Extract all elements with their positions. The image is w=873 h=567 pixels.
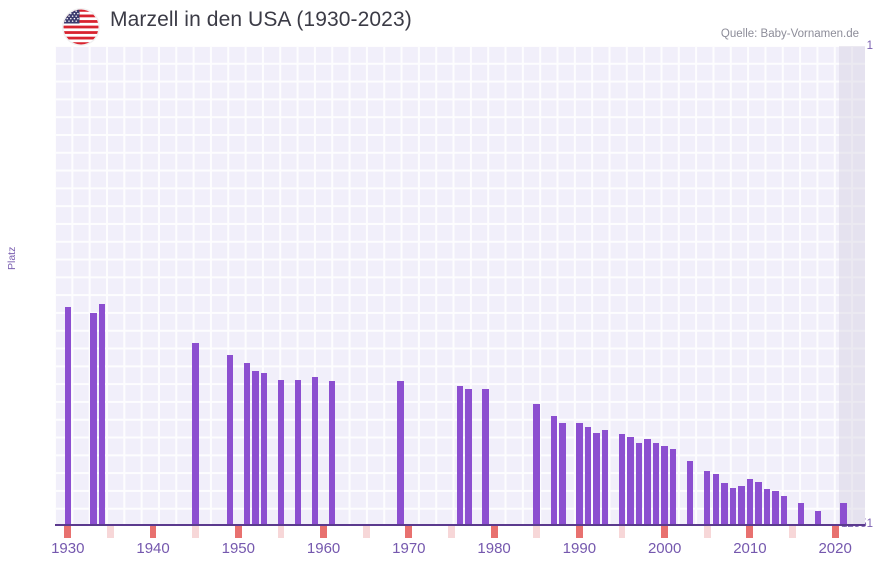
x-tick-minor <box>533 526 541 538</box>
x-tick-minor <box>703 526 711 538</box>
chart-header: Marzell in den USA (1930-2023) Quelle: B… <box>0 0 873 46</box>
x-tick-major <box>575 526 583 538</box>
x-tick-minor <box>277 526 285 538</box>
bar <box>721 482 728 525</box>
bar <box>746 478 754 525</box>
x-tick-major <box>746 526 754 538</box>
x-tick-minor <box>448 526 455 538</box>
bar <box>584 426 592 525</box>
bar <box>627 437 634 525</box>
x-axis-label: 1980 <box>477 540 511 557</box>
bar <box>550 415 558 525</box>
x-axis-label: 1950 <box>221 540 255 557</box>
x-tick-major <box>490 526 498 538</box>
x-tick-major <box>320 526 327 538</box>
bar <box>814 510 822 525</box>
x-axis-label: 1960 <box>306 540 341 557</box>
bar <box>576 422 583 525</box>
x-tick-major <box>149 526 157 538</box>
bar <box>669 449 677 525</box>
x-axis-label: 1970 <box>392 540 426 557</box>
bar <box>397 381 404 525</box>
x-axis-label: 2000 <box>647 540 682 557</box>
x-axis-tickmarks <box>55 526 865 538</box>
bar <box>593 433 600 525</box>
bar <box>90 312 97 525</box>
bar <box>311 377 319 525</box>
bar <box>661 445 668 525</box>
bar <box>277 380 285 525</box>
bar <box>840 502 847 525</box>
bar <box>64 307 72 525</box>
source-attribution: Quelle: Baby-Vornamen.de <box>720 28 859 40</box>
x-axis-label: 1930 <box>51 540 85 557</box>
x-axis-label: 2020 <box>818 540 852 557</box>
bar <box>712 473 720 525</box>
x-axis-line <box>55 524 865 526</box>
x-tick-minor <box>362 526 370 538</box>
bar <box>652 442 660 525</box>
bar <box>260 372 268 525</box>
x-axis-label: 1940 <box>136 540 170 557</box>
bar <box>456 386 464 525</box>
y-axis-title: Platz <box>6 246 18 270</box>
bar <box>797 502 805 525</box>
bar <box>780 496 788 525</box>
x-tick-minor <box>192 526 200 538</box>
bar <box>465 388 472 525</box>
bar <box>252 370 259 525</box>
bar <box>729 487 737 525</box>
x-tick-major <box>831 526 839 538</box>
bar <box>635 442 643 525</box>
bar <box>294 380 302 525</box>
us-flag-icon <box>63 9 99 45</box>
x-axis-label: 1990 <box>562 540 597 557</box>
bar <box>533 404 540 525</box>
bar <box>243 363 251 525</box>
bar <box>192 342 199 525</box>
x-tick-major <box>234 526 242 538</box>
x-tick-major <box>64 526 72 538</box>
x-tick-minor <box>618 526 626 538</box>
bar <box>772 490 779 525</box>
bar <box>226 354 234 525</box>
bar <box>559 423 566 525</box>
page-title: Marzell in den USA (1930-2023) <box>110 8 412 31</box>
x-tick-minor <box>789 526 796 538</box>
plot-area <box>55 46 865 525</box>
bar <box>644 438 651 525</box>
bar <box>738 485 745 525</box>
bar <box>686 461 694 525</box>
bar <box>98 303 106 525</box>
bar <box>482 388 489 525</box>
x-axis-label: 2010 <box>733 540 767 557</box>
y-axis-top-label: 1 <box>866 40 873 52</box>
bar <box>618 434 626 525</box>
bar <box>755 481 762 525</box>
bar <box>763 489 771 525</box>
bar-series <box>55 46 865 525</box>
bar <box>601 430 609 525</box>
x-axis-labels: 1930 1940 1950 1960 1970 1980 1990 2000 2010 2020 <box>51 540 865 566</box>
x-tick-major <box>661 526 669 538</box>
bar <box>328 381 336 525</box>
x-tick-minor <box>107 526 114 538</box>
x-tick-major <box>405 526 413 538</box>
bar <box>704 471 711 525</box>
